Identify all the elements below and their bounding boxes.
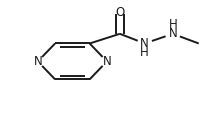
Text: O: O — [115, 6, 124, 19]
Text: H: H — [168, 18, 177, 31]
Text: N: N — [33, 55, 42, 68]
Text: N: N — [103, 55, 111, 68]
Text: N: N — [168, 27, 177, 40]
Text: H: H — [140, 46, 149, 59]
Text: N: N — [140, 37, 149, 50]
